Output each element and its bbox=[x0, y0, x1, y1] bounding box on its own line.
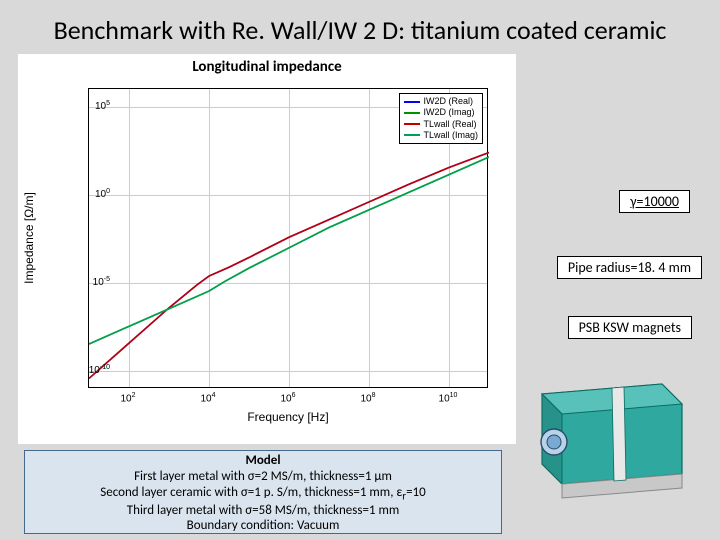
x-tick: 102 bbox=[120, 392, 135, 404]
y-tick: 10-10 bbox=[60, 364, 110, 376]
model-line2: Second layer ceramic with σ=1 p. S/m, th… bbox=[29, 485, 497, 503]
model-line3: Third layer metal with σ=58 MS/m, thickn… bbox=[29, 503, 497, 519]
x-tick: 1010 bbox=[439, 392, 458, 404]
chart-container: Longitudinal impedance Impedance [Ω/m] F… bbox=[18, 54, 516, 444]
x-tick: 108 bbox=[360, 392, 375, 404]
radius-callout: Pipe radius=18. 4 mm bbox=[557, 256, 702, 279]
y-tick: 100 bbox=[60, 188, 110, 200]
y-tick: 105 bbox=[60, 99, 110, 111]
model-title: Model bbox=[29, 453, 497, 469]
model-line2b: =10 bbox=[406, 485, 426, 500]
page-title: Benchmark with Re. Wall/IW 2 D: titanium… bbox=[0, 14, 720, 46]
magnet-3d bbox=[512, 354, 702, 500]
y-tick: 10-5 bbox=[60, 276, 110, 288]
gamma-callout: γ=10000 bbox=[619, 190, 690, 213]
plot-box: IW2D (Real)IW2D (Imag)TLwall (Real)TLwal… bbox=[88, 88, 488, 388]
magnets-callout: PSB KSW magnets bbox=[568, 316, 692, 339]
x-tick: 104 bbox=[200, 392, 215, 404]
model-box: Model First layer metal with σ=2 MS/m, t… bbox=[24, 450, 502, 534]
x-tick: 106 bbox=[280, 392, 295, 404]
model-line4: Boundary condition: Vacuum bbox=[29, 518, 497, 534]
model-line1: First layer metal with σ=2 MS/m, thickne… bbox=[29, 469, 497, 485]
chart-lines bbox=[89, 89, 489, 389]
y-axis-label: Impedance [Ω/m] bbox=[22, 192, 36, 284]
chart-title: Longitudinal impedance bbox=[18, 58, 516, 76]
model-line2a: Second layer ceramic with σ=1 p. S/m, th… bbox=[100, 485, 402, 500]
x-axis-label: Frequency [Hz] bbox=[88, 410, 488, 424]
